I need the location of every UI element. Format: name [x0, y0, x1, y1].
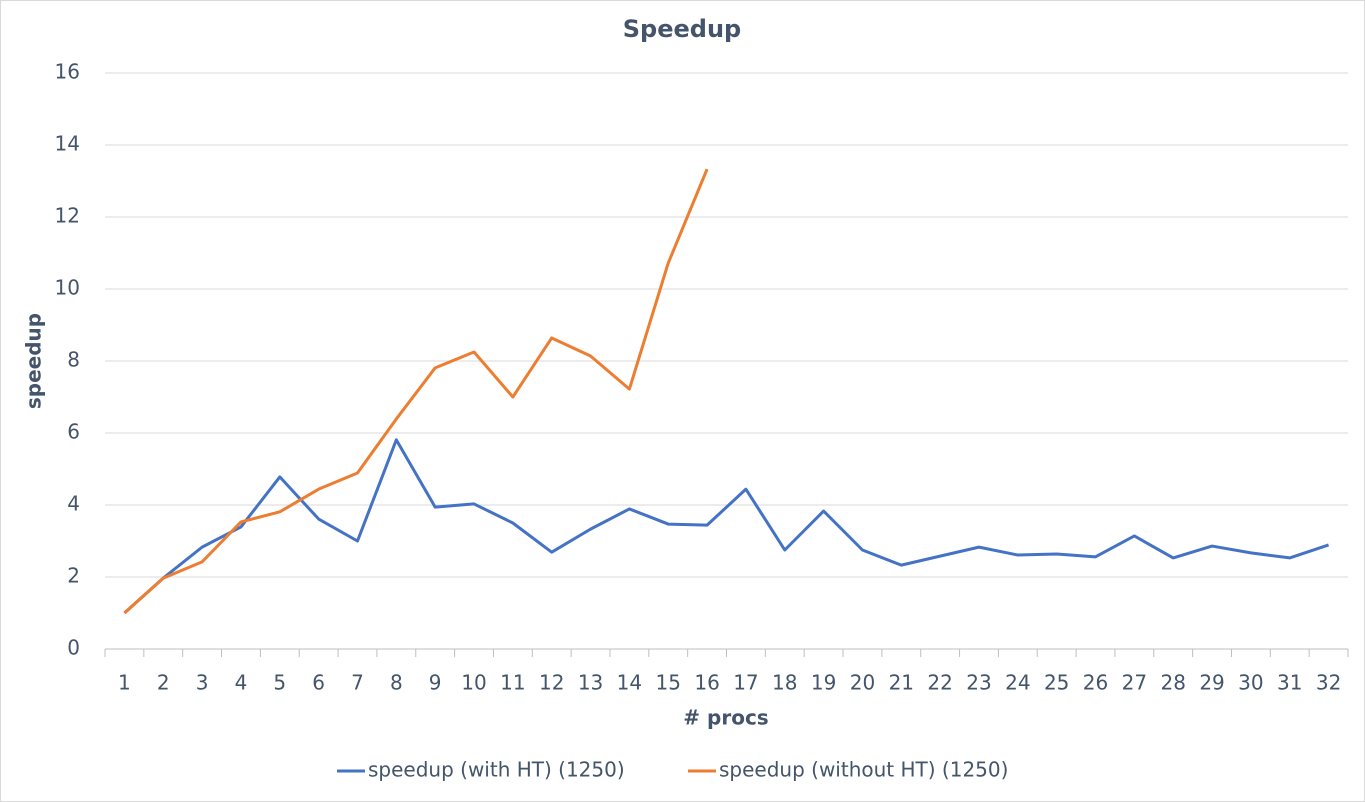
chart-title: Speedup [623, 15, 741, 43]
x-tick-label: 20 [850, 671, 875, 695]
y-axis-label: speedup [22, 313, 46, 409]
x-tick-label: 24 [1005, 671, 1030, 695]
y-tick-label: 10 [55, 276, 80, 300]
x-tick-label: 19 [811, 671, 836, 695]
x-tick-label: 29 [1199, 671, 1224, 695]
y-tick-label: 16 [55, 60, 80, 84]
x-tick-label: 14 [617, 671, 642, 695]
x-tick-label: 27 [1122, 671, 1147, 695]
x-tick-label: 4 [235, 671, 248, 695]
y-tick-label: 4 [67, 492, 80, 516]
x-tick-label: 2 [157, 671, 170, 695]
x-tick-label: 23 [966, 671, 991, 695]
x-tick-label: 32 [1316, 671, 1341, 695]
x-tick-label: 16 [694, 671, 719, 695]
x-tick-label: 21 [889, 671, 914, 695]
x-tick-label: 31 [1277, 671, 1302, 695]
series-line [123, 168, 709, 615]
y-tick-label: 14 [55, 132, 80, 156]
x-tick-label: 18 [772, 671, 797, 695]
x-tick-label: 15 [656, 671, 681, 695]
x-tick-label: 26 [1083, 671, 1108, 695]
x-tick-label: 10 [461, 671, 486, 695]
x-tick-label: 25 [1044, 671, 1069, 695]
x-tick-label: 28 [1160, 671, 1185, 695]
x-tick-label: 7 [351, 671, 364, 695]
x-tick-label: 3 [196, 671, 209, 695]
y-tick-label: 6 [67, 420, 80, 444]
y-tick-label: 8 [67, 348, 80, 372]
x-tick-label: 30 [1238, 671, 1263, 695]
x-tick-label: 13 [578, 671, 603, 695]
x-tick-label: 1 [118, 671, 131, 695]
x-tick-label: 22 [927, 671, 952, 695]
series-line [123, 438, 1330, 615]
x-tick-label: 9 [429, 671, 442, 695]
x-tick-label: 12 [539, 671, 564, 695]
legend-label: speedup (without HT) (1250) [719, 758, 1008, 782]
x-tick-label: 8 [390, 671, 403, 695]
x-tick-label: 11 [500, 671, 525, 695]
y-tick-label: 0 [67, 636, 80, 660]
y-tick-label: 12 [55, 204, 80, 228]
legend-label: speedup (with HT) (1250) [368, 758, 625, 782]
x-tick-label: 5 [273, 671, 286, 695]
x-tick-label: 6 [312, 671, 325, 695]
y-tick-label: 2 [67, 564, 80, 588]
x-tick-label: 17 [733, 671, 758, 695]
x-axis-label: # procs [683, 706, 768, 730]
